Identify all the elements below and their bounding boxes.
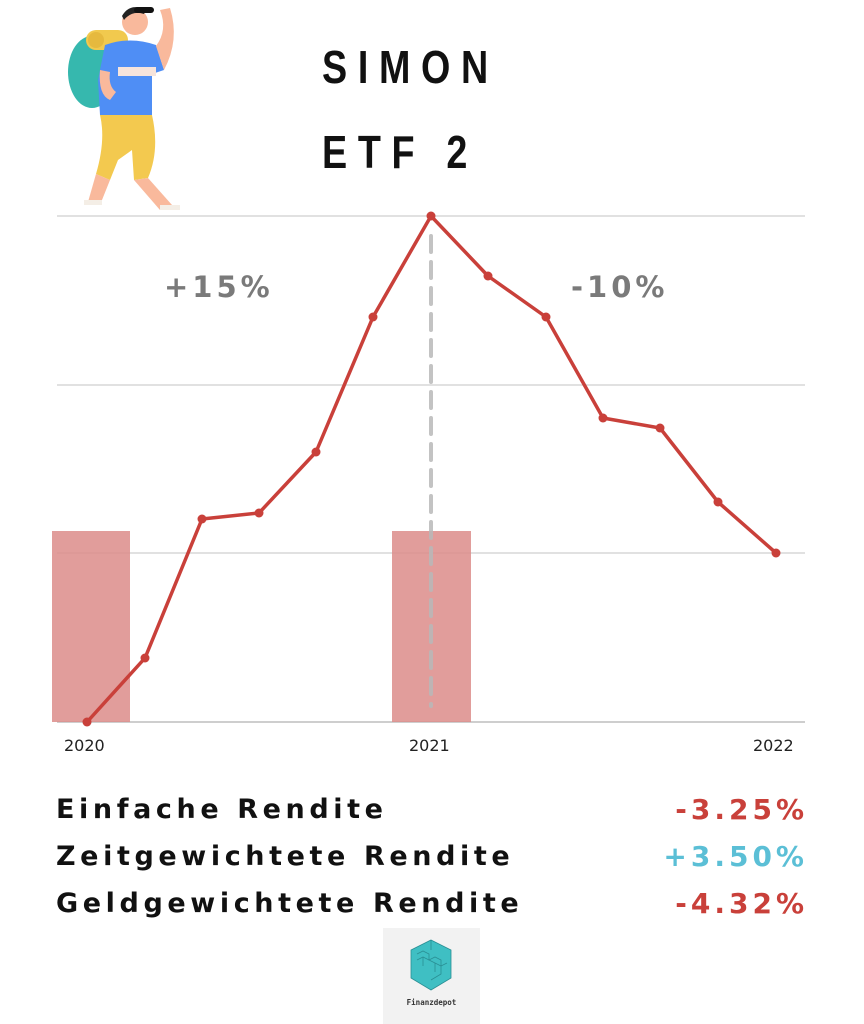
metric-value: -3.25%	[675, 793, 808, 826]
logo-text: Finanzdepot	[406, 998, 457, 1007]
data-points	[82, 211, 781, 727]
metric-label: Zeitgewichtete Rendite	[56, 841, 515, 872]
deposit-bar-2020	[52, 531, 130, 722]
line-chart	[52, 211, 805, 727]
metric-row-simple: Einfache Rendite -3.25%	[56, 786, 808, 833]
finanzdepot-logo: Finanzdepot	[383, 928, 480, 1024]
stairs-cube-icon	[410, 939, 452, 991]
metric-label: Geldgewichtete Rendite	[56, 888, 524, 919]
x-tick-2022: 2022	[753, 736, 794, 755]
x-tick-2021: 2021	[409, 736, 450, 755]
x-tick-2020: 2020	[64, 736, 105, 755]
metric-value: +3.50%	[663, 840, 808, 873]
metric-row-time-weighted: Zeitgewichtete Rendite +3.50%	[56, 833, 808, 880]
returns-summary: Einfache Rendite -3.25% Zeitgewichtete R…	[56, 786, 808, 927]
gain-annotation: +15%	[164, 270, 274, 304]
title-line-1: SIMON	[322, 41, 499, 93]
backpacker-illustration	[68, 7, 180, 210]
title-line-2: ETF 2	[322, 126, 479, 178]
metric-row-money-weighted: Geldgewichtete Rendite -4.32%	[56, 880, 808, 927]
metric-value: -4.32%	[675, 887, 808, 920]
loss-annotation: -10%	[571, 270, 669, 304]
metric-label: Einfache Rendite	[56, 794, 388, 825]
